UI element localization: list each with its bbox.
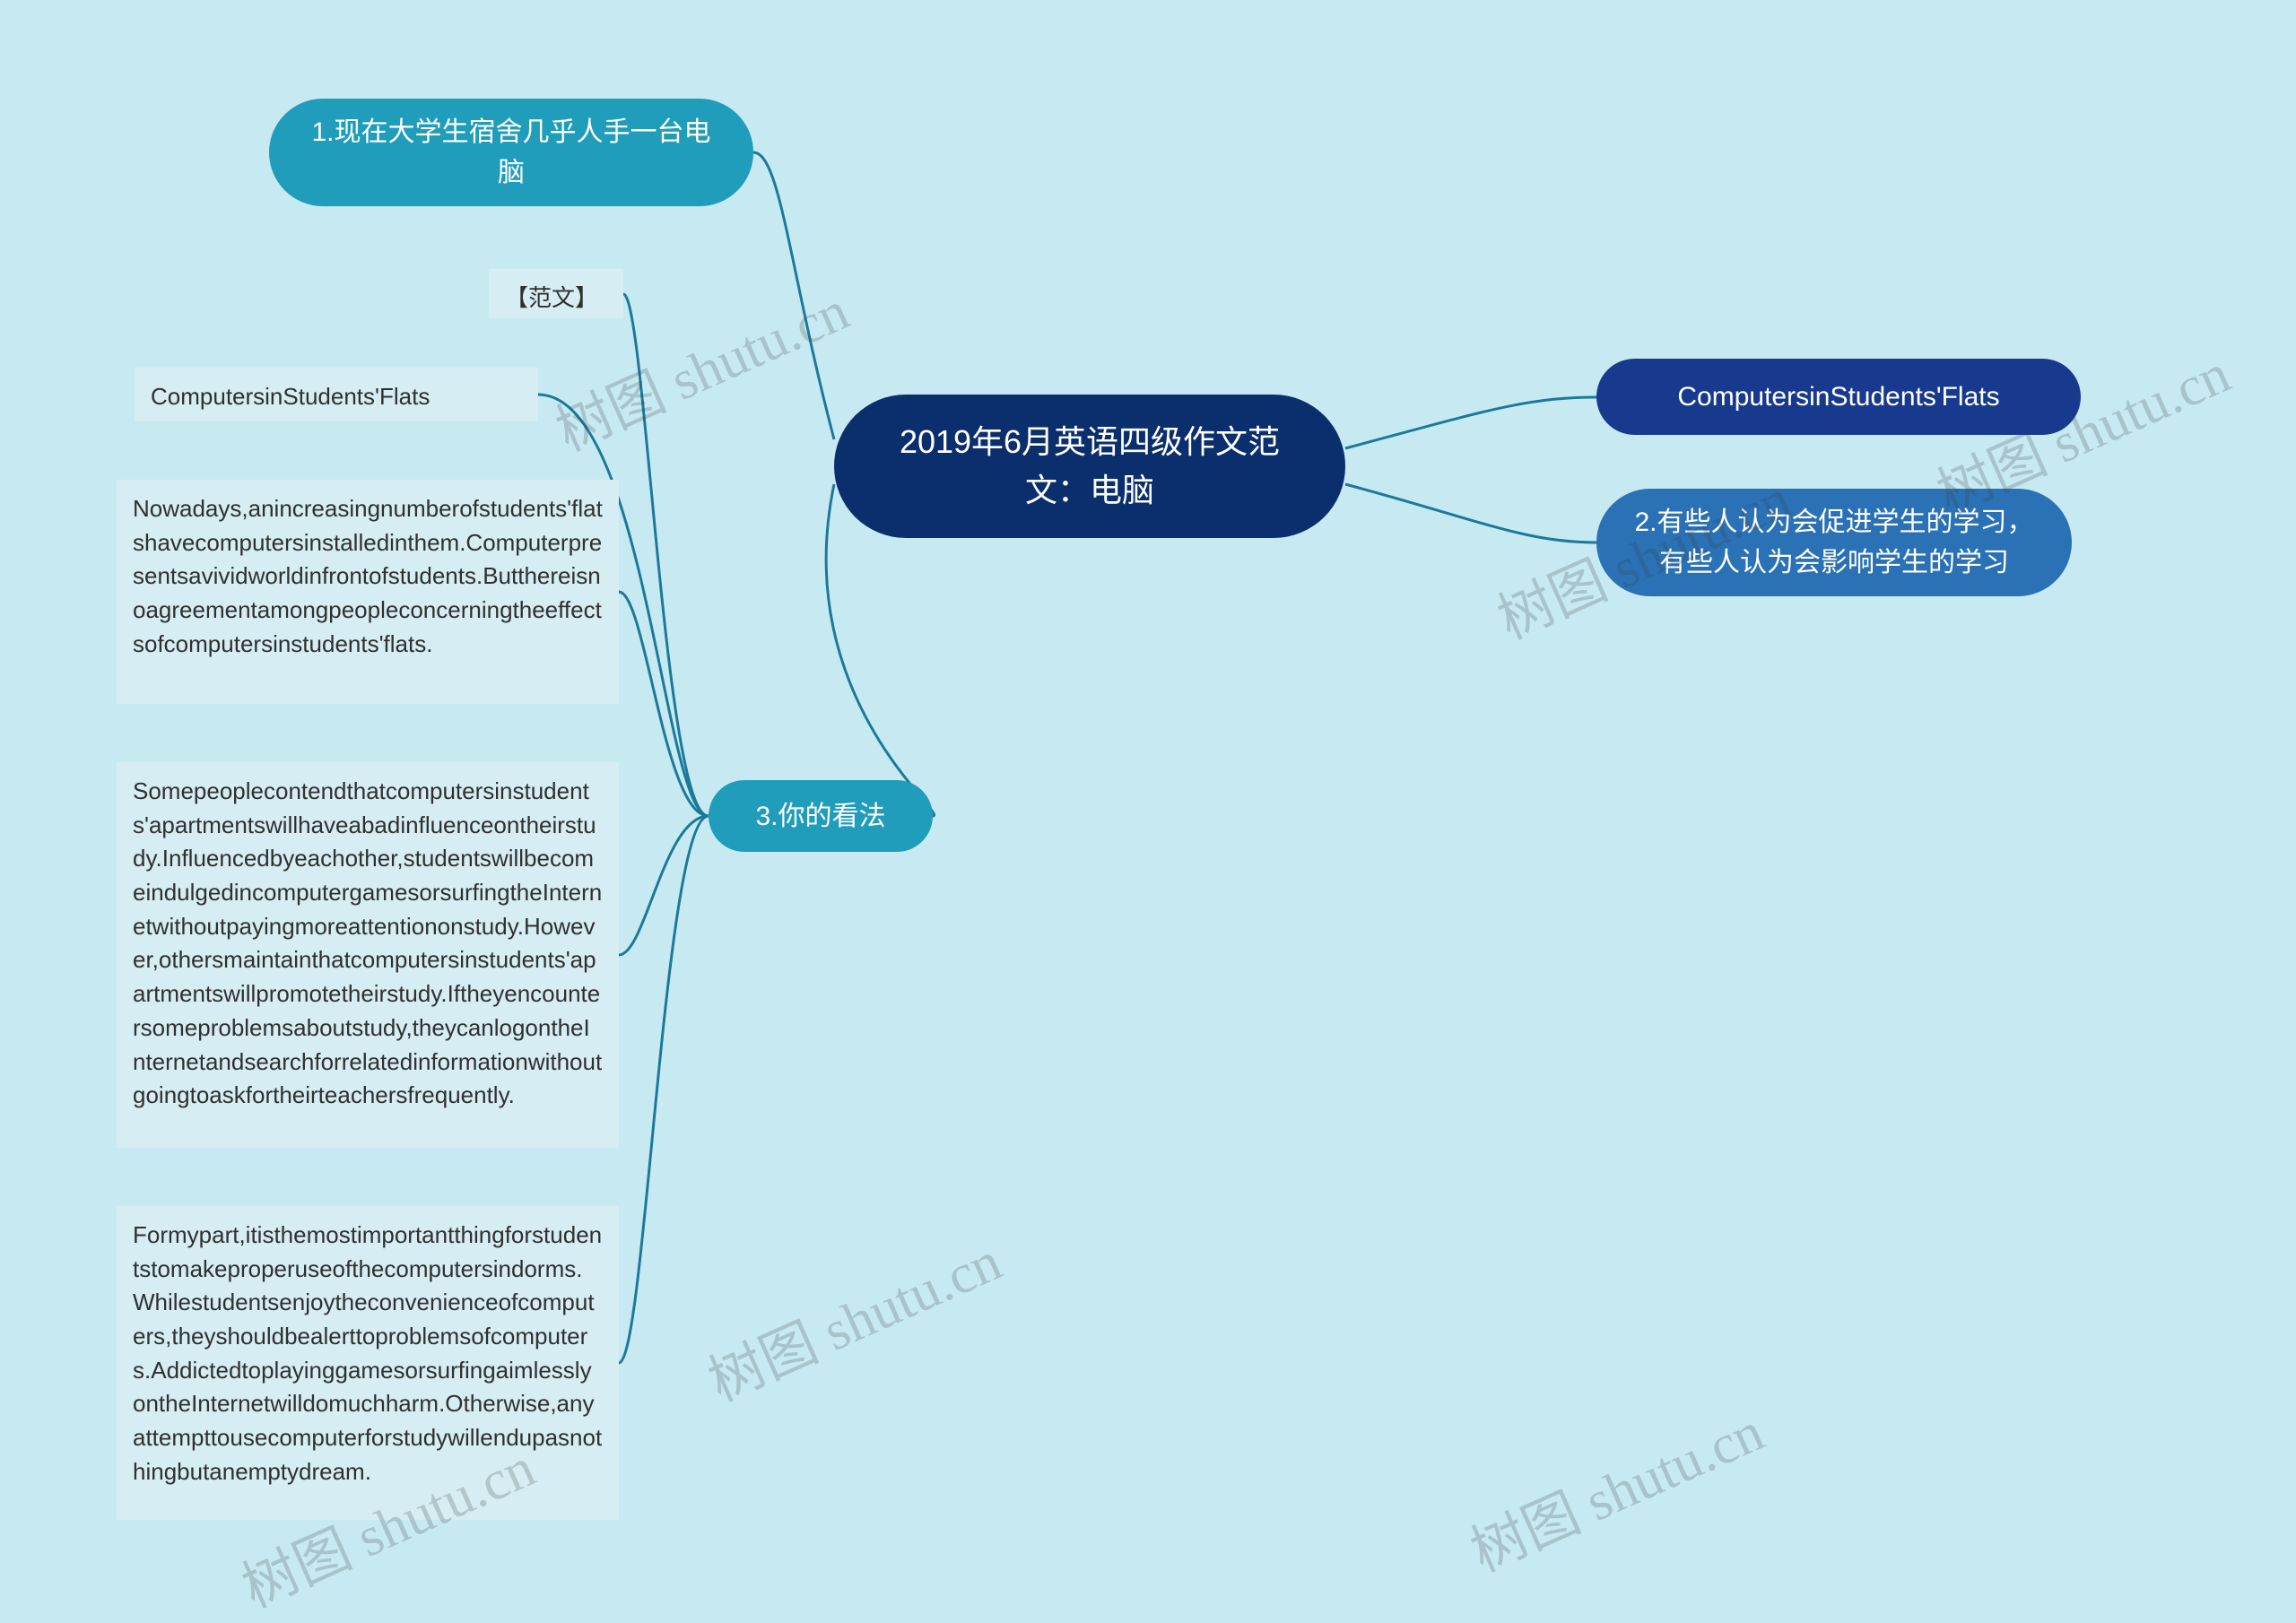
connector [1345, 484, 1596, 542]
connector [619, 816, 709, 1363]
connector [1345, 397, 1596, 448]
center-node-label: 2019年6月英语四级作文范文：电脑 [870, 418, 1309, 515]
branch-node-r1-label: ComputersinStudents'Flats [1677, 377, 1999, 417]
leaf-para-3[interactable]: Formypart,itisthemostimportantthingforst… [117, 1206, 619, 1520]
connector [619, 592, 709, 816]
leaf-para-1[interactable]: Nowadays,anincreasingnumberofstudents'fl… [117, 480, 619, 704]
branch-node-1[interactable]: 1.现在大学生宿舍几乎人手一台电脑 [269, 99, 753, 206]
leaf-para-2-text: Somepeoplecontendthatcomputersinstudents… [133, 777, 602, 1108]
watermark-text: 树图 shutu.cn [693, 1216, 1011, 1417]
branch-node-3-label: 3.你的看法 [755, 796, 885, 837]
center-node[interactable]: 2019年6月英语四级作文范文：电脑 [834, 395, 1345, 538]
leaf-para-2[interactable]: Somepeoplecontendthatcomputersinstudents… [117, 762, 619, 1148]
leaf-fanwen-text: 【范文】 [505, 284, 598, 311]
watermark-text: 树图 shutu.cn [1456, 1386, 1773, 1587]
connector [619, 816, 709, 955]
leaf-para-1-text: Nowadays,anincreasingnumberofstudents'fl… [133, 495, 603, 657]
leaf-title[interactable]: ComputersinStudents'Flats [135, 368, 538, 421]
leaf-para-3-text: Formypart,itisthemostimportantthingforst… [133, 1221, 602, 1485]
leaf-fanwen[interactable]: 【范文】 [489, 269, 623, 318]
branch-node-3[interactable]: 3.你的看法 [709, 780, 933, 852]
leaf-title-text: ComputersinStudents'Flats [151, 383, 430, 410]
branch-node-1-label: 1.现在大学生宿舍几乎人手一台电脑 [305, 112, 718, 193]
